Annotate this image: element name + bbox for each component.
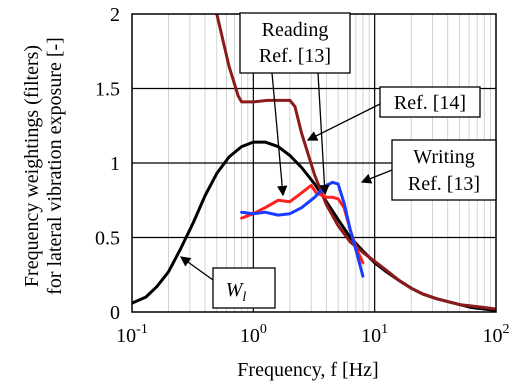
- wl-annotation-sub: l: [242, 290, 246, 305]
- reading-annotation-box: [239, 12, 351, 74]
- ref14-annotation: Ref. [14]: [394, 92, 466, 114]
- ref14-arrow: [306, 103, 381, 141]
- y-tick-label: 0: [110, 302, 120, 324]
- y-tick-label: 1: [110, 153, 120, 175]
- y-tick-label: 1.5: [95, 79, 120, 101]
- wl-arrow: [179, 256, 214, 281]
- x-tick-label: 10-1: [116, 322, 148, 347]
- wl-annotation-box: [212, 267, 276, 309]
- writing-annotation-line1: Writing: [413, 146, 474, 168]
- wl-annotation: Wl: [226, 279, 247, 305]
- reading-annotation-line1: Reading: [262, 19, 329, 41]
- y-axis-label-line2: for lateral vibration exposure [-]: [44, 37, 66, 295]
- y-tick-label: 0.5: [95, 228, 120, 250]
- writing-arrow: [360, 169, 393, 184]
- tick-labels: 0 0.5 1 1.5 2 10-1 100 101 102: [95, 4, 510, 347]
- wl-annotation-main: W: [226, 279, 245, 301]
- y-tick-label: 2: [110, 4, 120, 26]
- writing-annotation-line2: Ref. [13]: [408, 173, 480, 195]
- ref14-annotation-box: [379, 86, 481, 118]
- x-tick-label: 101: [361, 322, 388, 347]
- annotations: Reading Ref. [13] Ref. [14] Writing Ref.…: [179, 12, 497, 309]
- x-tick-label: 102: [483, 322, 510, 347]
- series-line-reading: [240, 183, 365, 265]
- series-line-ref14: [215, 14, 496, 311]
- reading-annotation-line2: Ref. [13]: [259, 45, 331, 67]
- x-tick-label: 100: [240, 322, 267, 347]
- x-axis-label: Frequency, f [Hz]: [237, 359, 378, 381]
- writing-annotation-box: [391, 139, 497, 201]
- y-axis-label-line1: Frequency weightings (filters): [21, 45, 43, 287]
- reading-arrow: [271, 72, 288, 197]
